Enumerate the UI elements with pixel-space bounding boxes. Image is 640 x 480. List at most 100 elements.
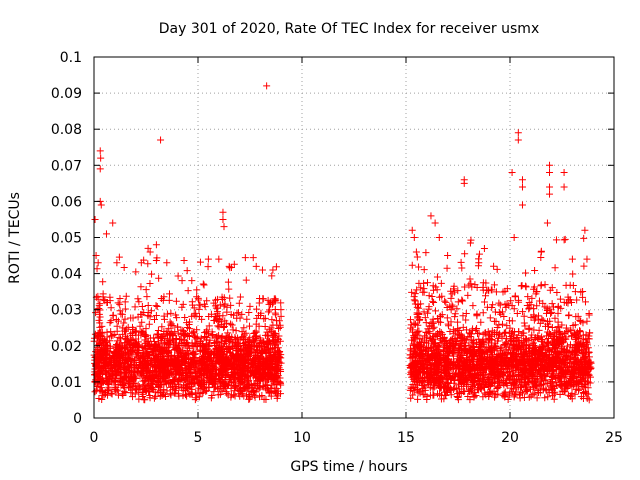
data-point xyxy=(225,333,233,341)
data-point xyxy=(266,369,274,377)
data-point xyxy=(255,322,263,330)
data-point xyxy=(273,385,281,393)
data-point xyxy=(116,294,124,302)
data-point xyxy=(107,364,115,372)
data-point xyxy=(160,312,168,320)
data-point xyxy=(167,353,175,361)
data-point xyxy=(458,264,466,272)
data-point xyxy=(157,136,165,144)
data-point xyxy=(226,360,234,368)
data-point xyxy=(127,373,135,381)
data-point xyxy=(569,281,577,289)
data-point xyxy=(125,367,133,375)
data-point xyxy=(200,365,208,373)
data-point xyxy=(95,305,103,313)
data-point xyxy=(121,305,129,313)
data-point xyxy=(143,293,151,301)
data-point xyxy=(108,378,116,386)
data-point xyxy=(184,287,192,295)
data-point xyxy=(232,327,240,335)
data-point xyxy=(106,372,114,380)
data-point xyxy=(256,393,264,401)
data-point xyxy=(550,395,558,403)
data-point xyxy=(518,281,526,289)
data-point xyxy=(430,298,438,306)
data-point xyxy=(216,348,224,356)
data-point xyxy=(209,331,217,339)
data-point xyxy=(152,256,160,264)
data-point xyxy=(469,302,477,310)
data-point xyxy=(125,383,133,391)
data-point xyxy=(277,312,285,320)
data-point xyxy=(212,296,220,304)
data-point xyxy=(199,280,207,288)
data-point xyxy=(193,293,201,301)
data-point xyxy=(200,383,208,391)
data-point xyxy=(243,385,251,393)
data-point xyxy=(97,201,105,209)
data-point xyxy=(105,387,113,395)
data-point xyxy=(453,305,461,313)
data-point xyxy=(480,245,488,253)
data-point xyxy=(262,348,270,356)
data-point xyxy=(473,310,481,318)
data-point xyxy=(275,332,283,340)
data-point xyxy=(174,354,182,362)
data-point xyxy=(112,383,120,391)
data-point xyxy=(99,369,107,377)
data-point xyxy=(180,336,188,344)
data-point xyxy=(98,322,106,330)
data-point xyxy=(144,260,152,268)
data-point xyxy=(245,308,253,316)
data-point xyxy=(100,341,108,349)
data-point xyxy=(171,328,179,336)
data-point xyxy=(274,390,282,398)
data-point xyxy=(255,377,263,385)
data-point xyxy=(274,344,282,352)
data-point xyxy=(256,334,264,342)
data-point xyxy=(277,299,285,307)
data-point xyxy=(169,357,177,365)
data-point xyxy=(153,330,161,338)
data-point xyxy=(269,375,277,383)
data-point xyxy=(147,384,155,392)
data-point xyxy=(235,341,243,349)
data-point xyxy=(174,344,182,352)
data-point xyxy=(246,366,254,374)
data-point xyxy=(226,294,234,302)
data-point xyxy=(229,355,237,363)
data-point xyxy=(258,339,266,347)
data-point xyxy=(486,314,494,322)
data-point xyxy=(147,307,155,315)
data-point xyxy=(96,352,104,360)
data-point xyxy=(228,321,236,329)
data-point xyxy=(150,352,158,360)
data-point xyxy=(209,348,217,356)
data-point xyxy=(406,316,414,324)
data-point xyxy=(454,298,462,306)
data-point xyxy=(268,272,276,280)
data-point xyxy=(188,391,196,399)
data-point xyxy=(271,365,279,373)
data-point xyxy=(150,394,158,402)
data-point xyxy=(217,317,225,325)
data-point xyxy=(216,301,224,309)
data-point xyxy=(193,335,201,343)
data-point xyxy=(107,332,115,340)
data-point xyxy=(104,385,112,393)
data-point xyxy=(137,283,145,291)
data-point xyxy=(180,256,188,264)
data-point xyxy=(223,308,231,316)
data-point xyxy=(193,326,201,334)
data-point xyxy=(253,305,261,313)
data-point xyxy=(254,377,262,385)
data-point xyxy=(179,300,187,308)
data-point xyxy=(261,323,269,331)
data-point xyxy=(219,208,227,216)
data-point xyxy=(273,358,281,366)
data-point xyxy=(165,290,173,298)
data-point xyxy=(223,389,231,397)
data-point xyxy=(107,328,115,336)
data-point xyxy=(91,388,99,396)
